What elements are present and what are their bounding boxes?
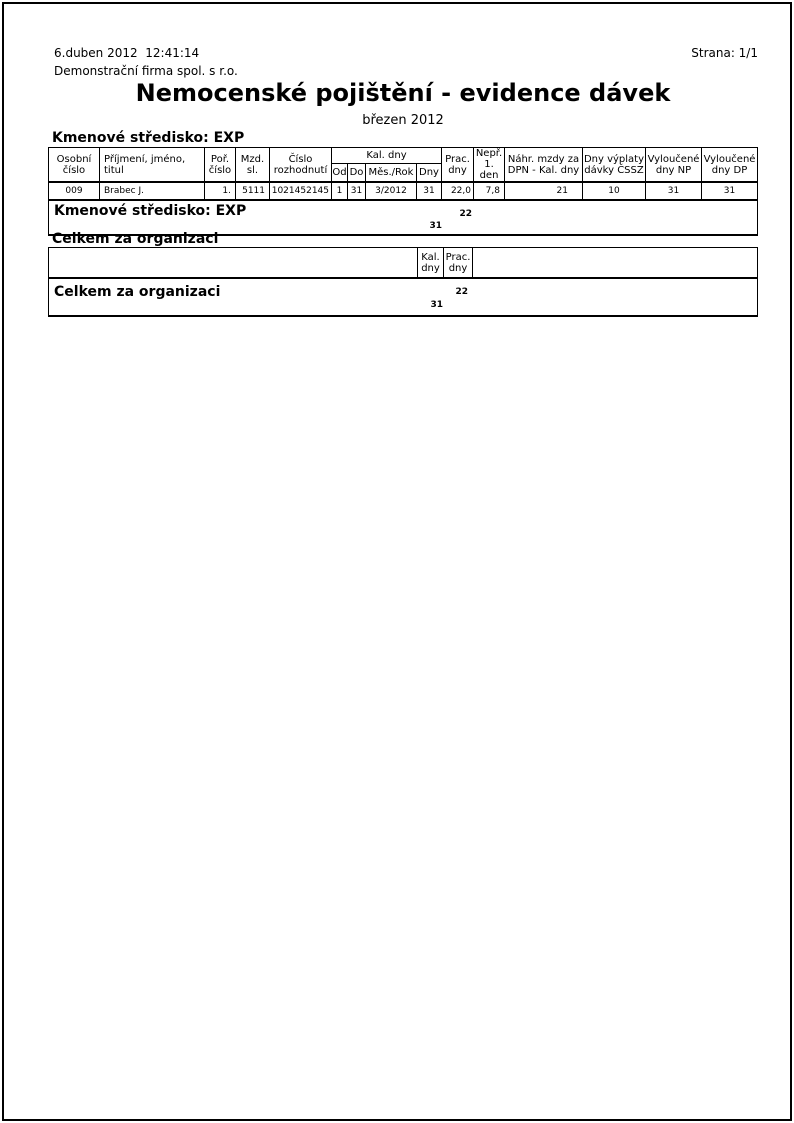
report-title: Nemocenské pojištění - evidence dávek xyxy=(135,79,671,107)
cell-name: Brabec J. xyxy=(99,181,205,201)
header-kal-month-year: Měs./Rok xyxy=(365,163,417,184)
cell-kal-from: 1 xyxy=(331,181,348,201)
header-kal-to: Do xyxy=(347,163,366,184)
header-excluded-days-dp: Vyloučené dny DP xyxy=(701,147,758,183)
cell-personal-number: 009 xyxy=(48,181,100,201)
header-payout-days-cssz: Dny výplaty dávky ČSSZ xyxy=(582,147,646,183)
header-wage-compensation: Náhr. mzdy za DPN - Kal. dny xyxy=(504,147,583,183)
cost-center-total-calendar-days: 31 xyxy=(429,221,442,231)
organization-summary: Celkem za organizaci 22 31 xyxy=(49,279,757,315)
section-heading-organization: Celkem za organizaci xyxy=(52,231,219,247)
org-header-spacer-right xyxy=(472,247,758,279)
cell-wage-column: 5111 xyxy=(235,181,270,201)
organization-total-work-days: 22 xyxy=(455,287,468,297)
cell-kal-days: 31 xyxy=(416,181,442,201)
header-order-number: Poř. číslo xyxy=(204,147,236,183)
org-header-calendar-days: Kal. dny xyxy=(417,247,444,279)
org-header-work-days: Prac. dny xyxy=(443,247,473,279)
cell-month-year: 3/2012 xyxy=(365,181,417,201)
header-work-days: Prac. dny xyxy=(441,147,474,183)
header-personal-number: Osobní číslo xyxy=(48,147,100,183)
cost-center-table: Osobní číslo Příjmení, jméno, titul Poř.… xyxy=(48,146,758,236)
cost-center-summary-label: Kmenové středisko: EXP xyxy=(54,203,247,219)
header-excluded-days-np: Vyloučené dny NP xyxy=(645,147,702,183)
cost-center-summary-row: Kmenové středisko: EXP 22 31 xyxy=(48,199,758,236)
header-absence-first-day: Nepř. 1. den xyxy=(473,147,505,183)
cell-excluded-dp: 31 xyxy=(701,181,758,201)
organization-total-table: Kal. dny Prac. dny Celkem za organizaci … xyxy=(48,247,758,317)
page-number: Strana: 1/1 xyxy=(691,46,758,60)
cell-payout-days: 10 xyxy=(582,181,646,201)
cell-work-days: 22,0 xyxy=(441,181,474,201)
header-kal-from: Od xyxy=(331,163,348,184)
employee-row: 009 Brabec J. 1. 5111 1021452145 1 31 3/… xyxy=(48,181,758,201)
report-datetime: 6.duben 2012 12:41:14 xyxy=(54,46,200,60)
cost-center-summary: Kmenové středisko: EXP 22 31 xyxy=(49,201,757,234)
organization-total-calendar-days: 31 xyxy=(430,300,443,310)
header-calendar-days-group: Kal. dny xyxy=(331,146,442,165)
organization-summary-label: Celkem za organizaci xyxy=(54,284,221,300)
cell-decision-number: 1021452145 xyxy=(269,181,332,201)
org-header-spacer-left xyxy=(48,247,418,279)
cell-wage-compensation: 21 xyxy=(504,181,583,201)
section-heading-cost-center: Kmenové středisko: EXP xyxy=(52,130,245,146)
cost-center-total-work-days: 22 xyxy=(459,209,472,219)
header-kal-days: Dny xyxy=(416,163,442,184)
cell-order-number: 1. xyxy=(204,181,236,201)
header-name-title: Příjmení, jméno, titul xyxy=(99,147,205,183)
cell-absence-first-day: 7,8 xyxy=(473,181,505,201)
report-period: březen 2012 xyxy=(362,113,444,128)
header-decision-number: Číslo rozhodnutí xyxy=(269,147,332,183)
company-name: Demonstrační firma spol. s r.o. xyxy=(54,64,238,78)
cell-excluded-np: 31 xyxy=(645,181,702,201)
cell-kal-to: 31 xyxy=(347,181,366,201)
organization-summary-row: Celkem za organizaci 22 31 xyxy=(48,277,758,317)
header-wage-column: Mzd. sl. xyxy=(235,147,270,183)
